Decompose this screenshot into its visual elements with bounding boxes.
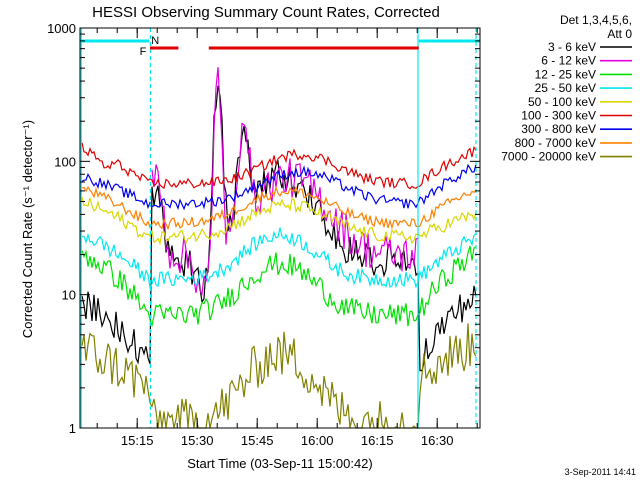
series-line-2 — [81, 245, 477, 328]
legend-label-7: 800 - 7000 keV — [515, 136, 596, 150]
x-tick-label-4: 16:15 — [361, 433, 394, 448]
series-line-6 — [81, 163, 477, 211]
x-tick-label-1: 15:30 — [181, 433, 214, 448]
x-tick-label-2: 15:45 — [241, 433, 274, 448]
x-tick-label-5: 16:30 — [421, 433, 454, 448]
series-line-5 — [81, 142, 477, 190]
x-axis-label: Start Time (03-Sep-11 15:00:42) — [187, 456, 372, 471]
series-line-1 — [151, 67, 419, 296]
legend-label-1: 6 - 12 keV — [541, 54, 596, 68]
series-line-0 — [81, 85, 477, 372]
series-line-3 — [81, 227, 477, 290]
flag-label-F: F — [140, 46, 147, 58]
legend-label-3: 25 - 50 keV — [535, 81, 596, 95]
flags-layer: FN — [80, 28, 480, 428]
date-stamp: 3-Sep-2011 14:41 — [565, 467, 636, 477]
series-line-4 — [81, 196, 477, 246]
legend-label-8: 7000 - 20000 keV — [501, 150, 596, 164]
legend-header-line-1: Det 1,3,4,5,6, — [560, 13, 632, 27]
y-tick-label-2: 100 — [54, 154, 76, 169]
y-axis-label: Corrected Count Rate (s⁻¹ detector⁻¹) — [20, 120, 35, 338]
legend-label-6: 300 - 800 keV — [521, 122, 596, 136]
series-line-7 — [81, 185, 477, 231]
chart-title: HESSI Observing Summary Count Rates, Cor… — [92, 4, 440, 21]
plot-frame — [79, 27, 481, 429]
legend-label-2: 12 - 25 keV — [535, 67, 596, 81]
axes-layer: 1 10 100 1000 15:15 15:30 15:45 16:00 16:15 16:30 — [47, 21, 480, 448]
series-line-8 — [81, 323, 477, 430]
legend-header-line-2: Att 0 — [607, 27, 632, 41]
y-tick-label-0: 1 — [69, 421, 76, 436]
legend-label-0: 3 - 6 keV — [548, 40, 596, 54]
y-tick-label-3: 1000 — [47, 21, 76, 36]
flag-label-N: N — [151, 35, 159, 47]
x-tick-label-0: 15:15 — [121, 433, 154, 448]
y-tick-label-1: 10 — [62, 288, 76, 303]
legend-label-4: 50 - 100 keV — [528, 95, 596, 109]
x-tick-label-3: 16:00 — [301, 433, 334, 448]
legend-label-5: 100 - 300 keV — [521, 109, 596, 123]
series-layer — [81, 67, 477, 430]
